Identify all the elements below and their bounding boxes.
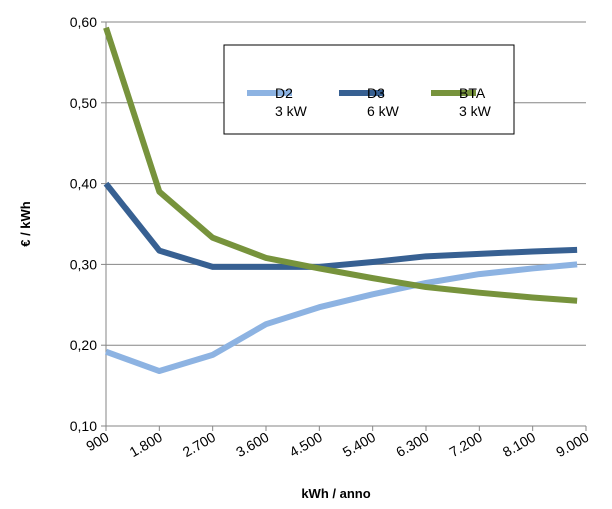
y-tick-label: 0,50 [70,95,97,111]
y-tick-label: 0,40 [70,176,97,192]
legend-label: D3 6 kW [367,85,400,119]
legend-label: D2 3 kW [275,85,308,119]
series-line [103,26,578,304]
series-line [104,261,578,375]
y-axis-title: € / kWh [18,201,33,247]
y-tick-label: 0,10 [70,418,97,434]
x-axis-title: kWh / anno [301,486,370,501]
y-tick-label: 0,20 [70,337,97,353]
legend-box [223,44,515,135]
y-tick-label: 0,60 [70,14,97,30]
legend-label: BTA 3 kW [459,85,492,119]
y-tick-label: 0,30 [70,256,97,272]
series-line [103,181,578,270]
